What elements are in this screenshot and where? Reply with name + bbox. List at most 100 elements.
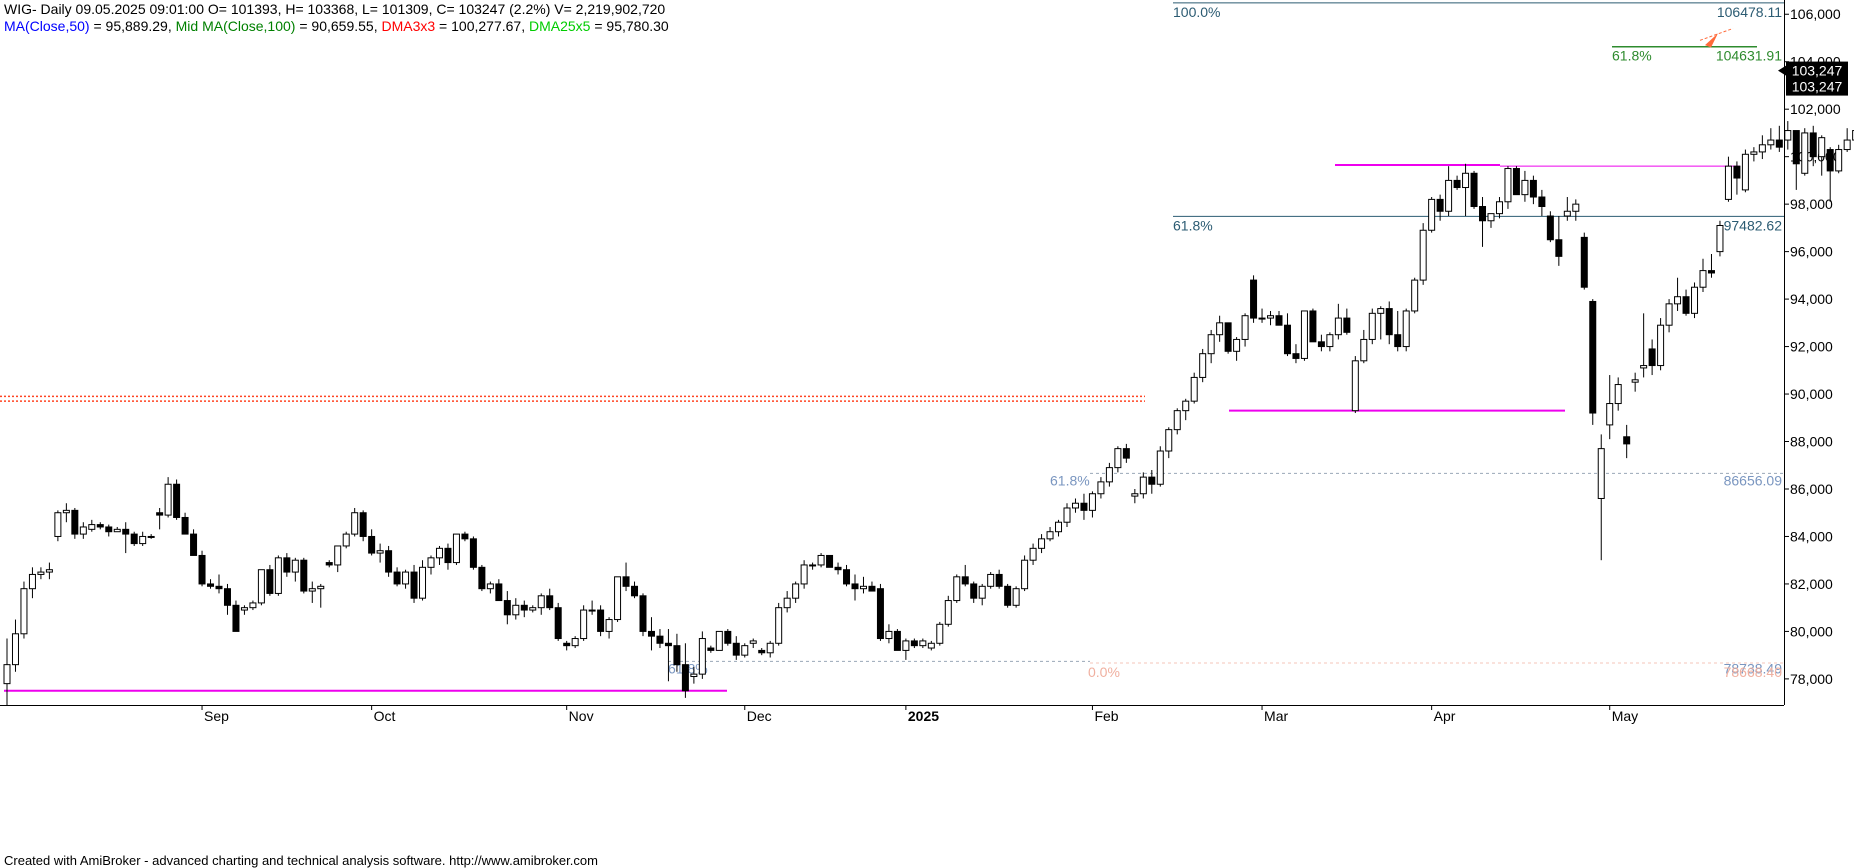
candle	[639, 593, 647, 637]
candle-body-up	[1767, 139, 1775, 146]
candle-body-up	[919, 640, 927, 647]
candle	[588, 600, 596, 615]
candle-body-down	[1546, 215, 1554, 241]
candle	[1843, 128, 1851, 152]
candle-body-up	[1521, 179, 1529, 196]
candle-body-down	[995, 573, 1003, 587]
candle-body-down	[834, 566, 842, 571]
candle	[1012, 586, 1020, 608]
indicator-value: = 90,659.55,	[295, 18, 382, 34]
candle-body-up	[1139, 476, 1147, 495]
candle	[1546, 211, 1554, 243]
candle-body-up	[1021, 559, 1029, 590]
candle	[673, 633, 681, 672]
candle	[223, 583, 231, 615]
candle	[1207, 329, 1215, 364]
candle	[1182, 398, 1190, 421]
candle	[936, 621, 944, 646]
candle	[715, 630, 723, 651]
candle-body-down	[758, 649, 766, 654]
candle	[698, 631, 706, 679]
candle-body-down	[639, 595, 647, 632]
last-price-label: 103,247	[1792, 79, 1843, 95]
fib-label: 106478.11	[1717, 4, 1782, 20]
candle-body-up	[902, 640, 910, 651]
fib-label: 0.0%	[1088, 664, 1120, 680]
candle-body-up	[690, 673, 698, 678]
candle	[503, 591, 511, 625]
candle-body-up	[1156, 450, 1164, 485]
y-tick-label: 82,000	[1790, 576, 1833, 592]
candle	[495, 579, 503, 602]
candle	[1385, 301, 1393, 345]
candle	[28, 567, 36, 599]
candle	[1190, 372, 1198, 404]
candle	[351, 507, 359, 537]
candle	[1419, 223, 1427, 285]
candle-body-down	[1648, 348, 1656, 367]
candle	[461, 531, 469, 542]
candle	[317, 583, 325, 608]
candle-body-down	[266, 569, 274, 594]
candle-body-up	[45, 569, 53, 573]
candle-body-down	[444, 547, 452, 564]
candle-body-up	[537, 595, 545, 609]
candle	[257, 569, 265, 606]
candle	[834, 562, 842, 575]
candle-body-up	[588, 609, 596, 612]
candle-body-down	[1436, 198, 1444, 212]
candle	[1283, 313, 1291, 357]
candle	[554, 602, 562, 641]
candle-body-down	[868, 585, 876, 592]
candle-body-up	[274, 557, 282, 594]
candle-body-down	[1580, 236, 1588, 288]
candle-body-up	[1071, 502, 1079, 509]
candle-body-down	[223, 588, 231, 606]
candle	[376, 543, 384, 563]
fib-label: 97482.62	[1724, 217, 1783, 233]
candle	[435, 545, 443, 565]
candle	[1521, 170, 1529, 202]
candle	[1555, 216, 1563, 266]
candle-body-up	[1419, 229, 1427, 281]
x-tick-label: Oct	[374, 708, 396, 724]
candle	[1572, 199, 1580, 221]
candle-body-up	[1351, 360, 1359, 412]
candle	[1529, 175, 1537, 205]
candle	[783, 591, 791, 613]
candle	[1402, 308, 1410, 352]
candle	[800, 560, 808, 589]
candle-body-up	[783, 597, 791, 609]
x-tick-label: Apr	[1434, 708, 1456, 724]
candle	[1394, 310, 1402, 352]
candle	[385, 545, 393, 577]
candle	[512, 598, 520, 620]
candle	[1614, 377, 1622, 411]
candle	[88, 519, 96, 532]
candle	[1267, 310, 1275, 326]
candle-body-up	[1445, 179, 1453, 212]
candle-body-down	[1122, 448, 1130, 459]
candle	[1360, 329, 1368, 364]
candle	[300, 557, 308, 594]
candle	[334, 545, 342, 573]
candle-body-up	[1699, 270, 1707, 288]
candle	[546, 588, 554, 611]
candle-body-up	[1216, 322, 1224, 336]
candle-body-up	[1190, 376, 1198, 402]
candle-body-down	[1317, 341, 1325, 348]
y-tick-label: 94,000	[1790, 291, 1833, 307]
last-price-pointer	[1778, 65, 1786, 76]
candle	[1004, 583, 1012, 608]
candle	[173, 479, 181, 520]
candle	[1462, 163, 1470, 217]
target-arrow-head	[1705, 33, 1718, 48]
candle	[1139, 472, 1147, 499]
x-tick-label: 2025	[908, 708, 939, 724]
candle-body-down	[1148, 476, 1156, 485]
candle	[910, 638, 918, 649]
candle-body-down	[300, 559, 308, 592]
candle-body-up	[1055, 521, 1063, 533]
candle	[1597, 434, 1605, 561]
